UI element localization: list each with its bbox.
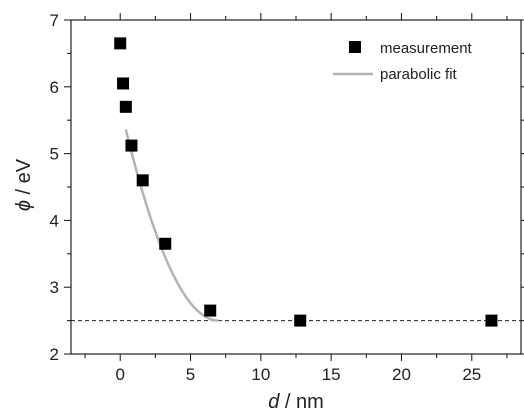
x-tick-label: 15	[322, 365, 341, 384]
axis-tick-labels: 0 5 10 15 20 25 2 3 4 5 6 7	[50, 11, 482, 384]
x-axis-label: d / nm	[268, 391, 324, 413]
legend: measurement parabolic fit	[333, 40, 473, 83]
x-tick-label: 20	[392, 365, 411, 384]
y-tick-label: 6	[50, 78, 59, 97]
y-tick-label: 2	[50, 345, 59, 364]
measurement-point	[125, 139, 138, 152]
x-tick-label: 5	[186, 365, 195, 384]
data-points	[114, 37, 498, 327]
x-tick-label: 25	[462, 365, 481, 384]
measurement-point	[136, 174, 149, 187]
axis-ticks	[64, 13, 524, 361]
measurement-point	[294, 314, 307, 327]
y-tick-label: 4	[50, 211, 59, 230]
measurement-point	[204, 304, 217, 317]
y-tick-label: 3	[50, 278, 59, 297]
parabolic-fit-curve	[124, 129, 219, 322]
y-axis-variable: ϕ	[13, 200, 35, 211]
measurement-point	[485, 314, 498, 327]
y-tick-label: 7	[50, 11, 59, 30]
legend-marker-measurement	[349, 41, 361, 53]
x-axis-unit: / nm	[279, 391, 323, 413]
y-tick-label: 5	[50, 145, 59, 164]
measurement-point	[159, 237, 172, 250]
measurement-point	[117, 77, 130, 90]
fit-curve-layer	[124, 129, 219, 322]
y-axis-label: ϕ / eV	[13, 158, 35, 211]
measurement-point	[114, 37, 127, 50]
y-axis-unit: / eV	[13, 158, 35, 200]
x-tick-label: 0	[115, 365, 124, 384]
legend-label-measurement: measurement	[380, 40, 473, 57]
x-tick-label: 10	[251, 365, 270, 384]
x-axis-variable: d	[268, 391, 280, 413]
legend-label-parabolic-fit: parabolic fit	[380, 66, 458, 83]
measurement-point	[119, 100, 132, 113]
